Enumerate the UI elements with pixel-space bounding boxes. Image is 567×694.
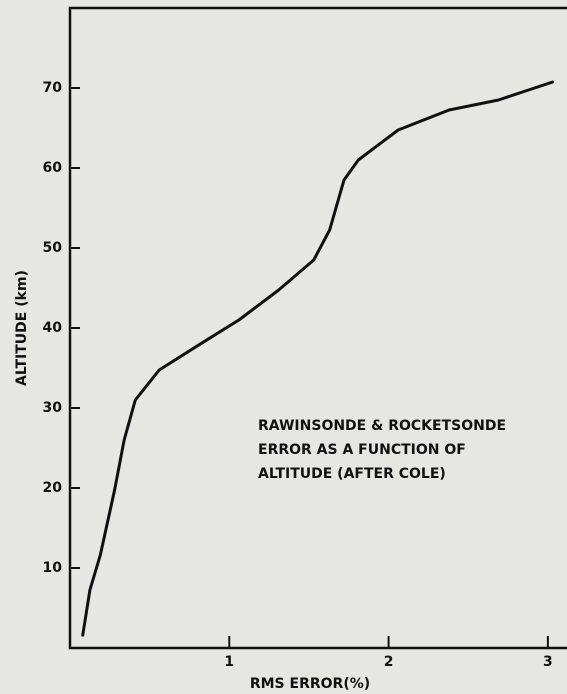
y-axis-label: ALTITUDE (km)	[14, 270, 30, 386]
x-axis-label: RMS ERROR(%)	[250, 676, 370, 692]
annotation: RAWINSONDE & ROCKETSONDE	[258, 418, 506, 434]
annotation: ALTITUDE (AFTER COLE)	[258, 466, 446, 482]
annotation: ERROR AS A FUNCTION OF	[258, 442, 466, 458]
y-tick-label: 20	[43, 480, 63, 496]
y-tick-label: 60	[43, 160, 63, 176]
y-tick-label: 30	[43, 400, 63, 416]
x-tick-label: 1	[224, 654, 234, 670]
y-tick-label: 10	[43, 560, 63, 576]
x-tick-label: 3	[543, 654, 553, 670]
y-tick-label: 70	[43, 80, 63, 96]
plot-frame	[68, 6, 567, 650]
y-tick-label: 50	[43, 240, 63, 256]
x-tick-label: 2	[384, 654, 394, 670]
y-tick-label: 40	[43, 320, 63, 336]
data-line	[81, 80, 555, 637]
